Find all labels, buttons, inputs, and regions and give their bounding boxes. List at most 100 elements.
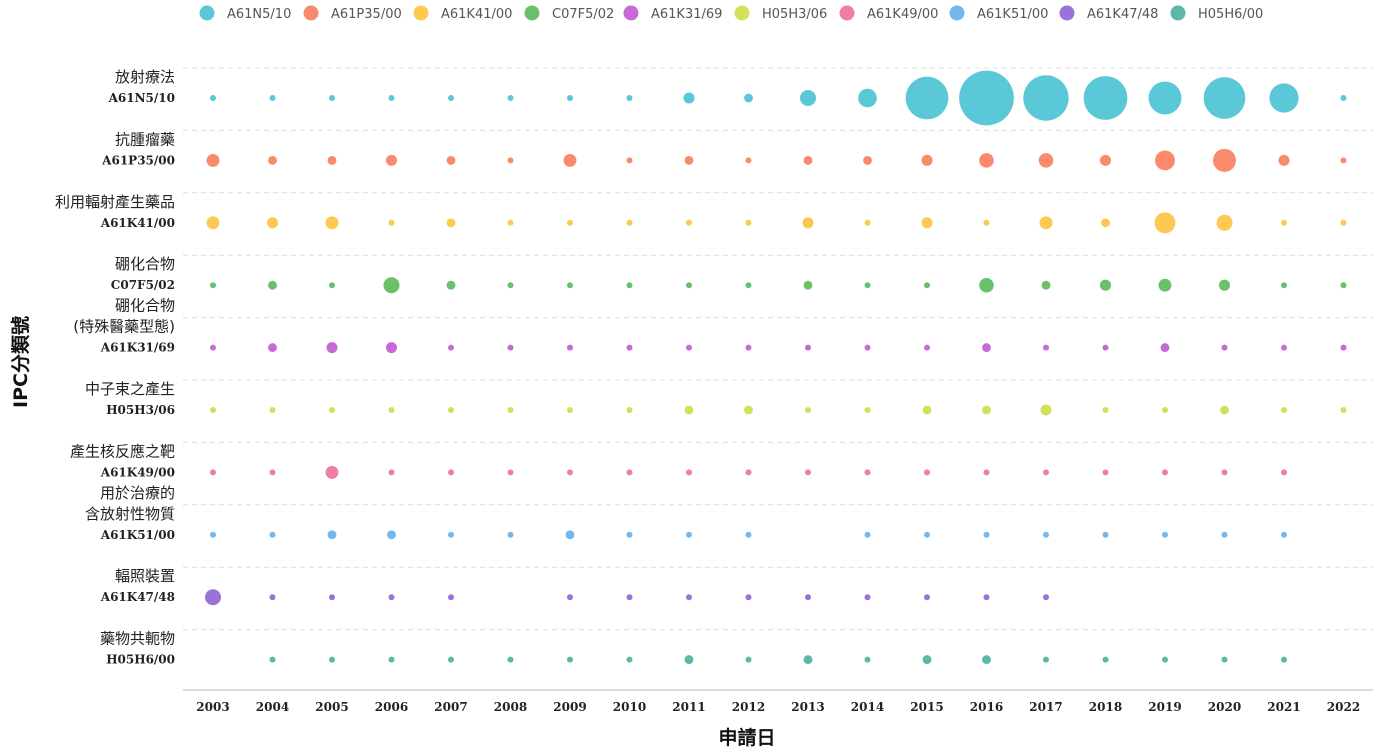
bubble[interactable]: [864, 219, 871, 226]
bubble[interactable]: [1203, 77, 1246, 119]
bubble[interactable]: [388, 594, 395, 601]
bubble[interactable]: [1148, 81, 1182, 115]
bubble[interactable]: [1281, 469, 1287, 476]
bubble[interactable]: [325, 465, 339, 479]
bubble[interactable]: [507, 157, 514, 164]
bubble[interactable]: [1162, 656, 1168, 663]
bubble[interactable]: [269, 594, 276, 601]
bubble[interactable]: [979, 277, 994, 293]
bubble[interactable]: [1102, 656, 1109, 663]
bubble[interactable]: [329, 594, 335, 601]
bubble[interactable]: [507, 531, 514, 538]
bubble[interactable]: [1221, 656, 1228, 663]
bubble[interactable]: [983, 219, 990, 226]
bubble[interactable]: [1162, 531, 1168, 538]
bubble[interactable]: [210, 531, 216, 538]
bubble[interactable]: [448, 407, 454, 413]
bubble[interactable]: [388, 407, 395, 413]
legend-item[interactable]: C07F5/02: [524, 5, 615, 23]
bubble[interactable]: [388, 656, 395, 663]
bubble[interactable]: [982, 655, 991, 665]
bubble[interactable]: [864, 469, 871, 476]
bubble[interactable]: [1220, 405, 1229, 415]
bubble[interactable]: [1102, 469, 1109, 476]
bubble[interactable]: [1269, 83, 1299, 113]
bubble[interactable]: [1154, 212, 1176, 234]
bubble[interactable]: [269, 656, 276, 663]
bubble[interactable]: [1162, 407, 1168, 413]
bubble[interactable]: [684, 405, 694, 415]
bubble[interactable]: [626, 344, 633, 351]
bubble[interactable]: [1281, 219, 1287, 226]
bubble[interactable]: [982, 343, 991, 353]
bubble[interactable]: [1281, 344, 1287, 351]
bubble[interactable]: [805, 344, 811, 351]
bubble[interactable]: [626, 469, 633, 476]
bubble[interactable]: [1221, 469, 1228, 476]
bubble[interactable]: [626, 531, 633, 538]
bubble[interactable]: [1216, 214, 1233, 231]
bubble[interactable]: [626, 407, 633, 413]
bubble[interactable]: [385, 342, 398, 354]
bubble[interactable]: [1281, 656, 1287, 663]
bubble[interactable]: [1155, 150, 1175, 171]
bubble[interactable]: [507, 95, 514, 101]
legend-item[interactable]: A61K49/00: [839, 5, 939, 23]
bubble[interactable]: [448, 656, 454, 663]
bubble[interactable]: [1162, 469, 1168, 476]
bubble[interactable]: [745, 219, 752, 226]
bubble[interactable]: [567, 282, 573, 289]
bubble[interactable]: [922, 405, 932, 415]
bubble[interactable]: [1040, 404, 1052, 416]
bubble[interactable]: [269, 407, 276, 413]
bubble[interactable]: [863, 155, 872, 165]
bubble[interactable]: [745, 344, 752, 351]
bubble[interactable]: [327, 530, 337, 540]
bubble[interactable]: [567, 344, 573, 351]
bubble[interactable]: [1340, 344, 1347, 351]
bubble[interactable]: [567, 469, 573, 476]
bubble[interactable]: [387, 530, 396, 540]
bubble[interactable]: [567, 594, 573, 601]
bubble[interactable]: [983, 469, 990, 476]
bubble[interactable]: [507, 469, 514, 476]
bubble[interactable]: [448, 469, 454, 476]
bubble[interactable]: [448, 594, 454, 601]
bubble[interactable]: [684, 655, 694, 665]
bubble[interactable]: [686, 531, 692, 538]
bubble[interactable]: [864, 594, 871, 601]
bubble[interactable]: [802, 217, 814, 229]
bubble[interactable]: [684, 155, 694, 165]
bubble[interactable]: [206, 153, 220, 167]
bubble[interactable]: [205, 589, 221, 606]
bubble[interactable]: [446, 218, 456, 228]
bubble[interactable]: [446, 155, 456, 165]
bubble[interactable]: [864, 656, 871, 663]
bubble[interactable]: [924, 282, 930, 289]
legend-item[interactable]: A61K51/00: [949, 5, 1049, 23]
legend-item[interactable]: A61K31/69: [623, 5, 723, 23]
bubble[interactable]: [269, 469, 276, 476]
bubble[interactable]: [210, 407, 216, 413]
bubble[interactable]: [1340, 95, 1347, 101]
bubble[interactable]: [1102, 407, 1109, 413]
bubble[interactable]: [1043, 344, 1049, 351]
bubble[interactable]: [1340, 157, 1347, 164]
bubble[interactable]: [567, 219, 573, 226]
bubble[interactable]: [507, 656, 514, 663]
bubble[interactable]: [686, 282, 692, 289]
bubble[interactable]: [744, 93, 753, 103]
bubble[interactable]: [388, 469, 395, 476]
bubble[interactable]: [1023, 75, 1069, 121]
bubble[interactable]: [905, 76, 949, 120]
bubble[interactable]: [210, 282, 216, 289]
bubble[interactable]: [626, 157, 633, 164]
bubble[interactable]: [1041, 280, 1051, 290]
bubble[interactable]: [1102, 344, 1109, 351]
legend-item[interactable]: A61K41/00: [413, 5, 513, 23]
bubble[interactable]: [982, 405, 991, 415]
bubble[interactable]: [1160, 343, 1170, 353]
bubble[interactable]: [921, 154, 933, 166]
bubble[interactable]: [1043, 469, 1049, 476]
bubble[interactable]: [1218, 279, 1231, 291]
